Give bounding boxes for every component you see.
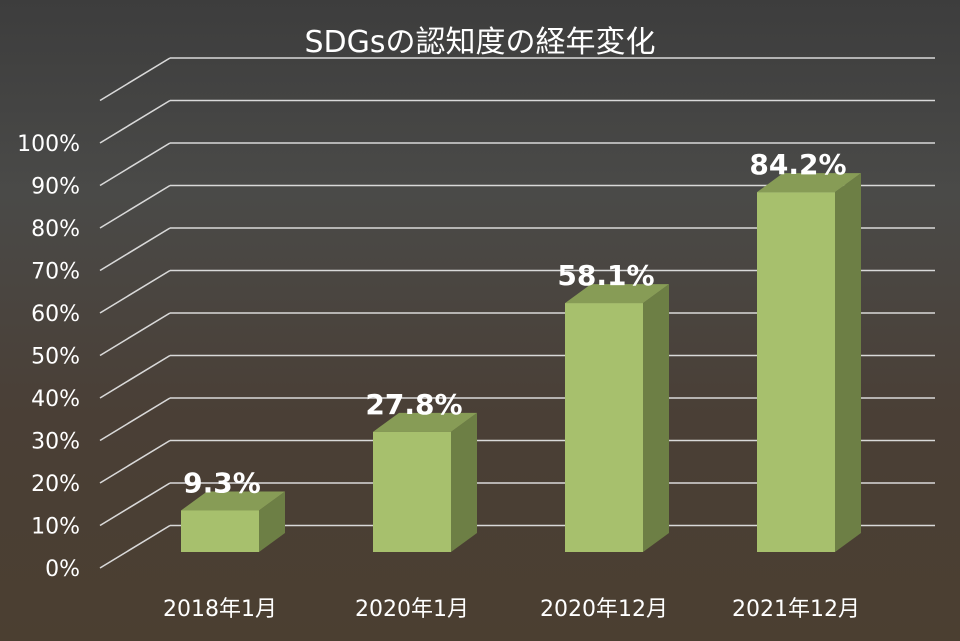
bar-top: [757, 173, 861, 193]
data-label: 27.8%: [365, 388, 462, 421]
gridline-diagonal: [99, 354, 171, 399]
bar: [565, 303, 643, 552]
y-tick-label: 60%: [31, 302, 80, 327]
bar-side: [643, 284, 669, 552]
gridline-diagonal: [99, 439, 171, 484]
bar: [757, 192, 835, 552]
gridline-diagonal: [99, 482, 171, 527]
y-tick-label: 80%: [31, 217, 80, 242]
data-label: 9.3%: [183, 466, 261, 499]
gridline-diagonal: [99, 312, 171, 357]
y-tick-label: 30%: [31, 430, 80, 455]
bar-top: [373, 412, 477, 432]
y-tick-label: 70%: [31, 260, 80, 285]
gridline-diagonal: [99, 142, 171, 187]
x-tick-label: 2021年12月: [732, 597, 860, 622]
x-tick-label: 2020年12月: [540, 597, 668, 622]
y-tick-label: 0%: [45, 557, 80, 582]
bar: [181, 510, 259, 552]
y-tick-label: 100%: [17, 132, 80, 157]
data-label: 58.1%: [557, 259, 654, 292]
x-tick-label: 2020年1月: [355, 597, 469, 622]
gridline-diagonal: [99, 99, 171, 144]
gridline-diagonal: [99, 184, 171, 229]
y-tick-label: 20%: [31, 472, 80, 497]
gridline-diagonal: [99, 397, 171, 442]
y-tick-label: 10%: [31, 515, 80, 540]
y-tick-label: 40%: [31, 387, 80, 412]
bar-side: [451, 412, 477, 552]
y-tick-label: 90%: [31, 175, 80, 200]
gridline-diagonal: [99, 524, 171, 569]
data-label: 84.2%: [749, 148, 846, 181]
gridline-diagonal: [99, 269, 171, 314]
gridline-diagonal: [99, 57, 171, 102]
y-tick-label: 50%: [31, 345, 80, 370]
bar-top: [181, 491, 285, 511]
gridline-diagonal: [99, 227, 171, 272]
bar-top: [565, 284, 669, 304]
bar-side: [259, 491, 285, 552]
bar-side: [835, 173, 861, 552]
chart-title: SDGsの認知度の経年変化: [304, 25, 655, 60]
bar: [373, 431, 451, 552]
x-tick-label: 2018年1月: [163, 597, 277, 622]
